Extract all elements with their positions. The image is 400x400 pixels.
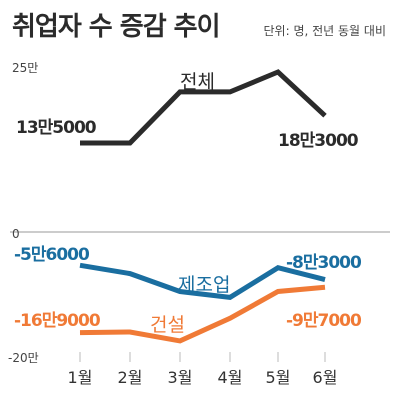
y-tick-label: -20만 [8, 351, 39, 365]
x-tick-label: 3월 [168, 368, 193, 387]
y-tick-label: 0 [12, 227, 20, 241]
data-label-end: 18만3000 [278, 131, 359, 151]
data-label-end: -9만7000 [286, 311, 362, 331]
series-label-construction: 건설 [150, 314, 185, 336]
data-label-start: -16만9000 [14, 311, 101, 331]
series-line-construction [79, 284, 326, 344]
data-label-start: -5만6000 [14, 245, 90, 265]
series-label-manufacturing: 제조업 [178, 274, 230, 296]
x-tick-label: 6월 [313, 368, 338, 387]
unit-note: 단위: 명, 전년 동월 대비 [263, 24, 386, 38]
series-label-total: 전체 [180, 71, 215, 93]
series-line-manufacturing [79, 262, 326, 300]
series-line-total [80, 69, 327, 146]
x-tick-label: 4월 [218, 368, 243, 387]
chart-title: 취업자 수 증감 추이 [12, 12, 221, 42]
data-label-start: 13만5000 [16, 118, 97, 138]
x-tick-label: 2월 [118, 368, 143, 387]
x-tick-label: 1월 [68, 368, 93, 387]
data-label-end: -8만3000 [286, 253, 362, 273]
x-tick-label: 5월 [266, 368, 291, 387]
y-tick-label: 25만 [12, 61, 38, 75]
